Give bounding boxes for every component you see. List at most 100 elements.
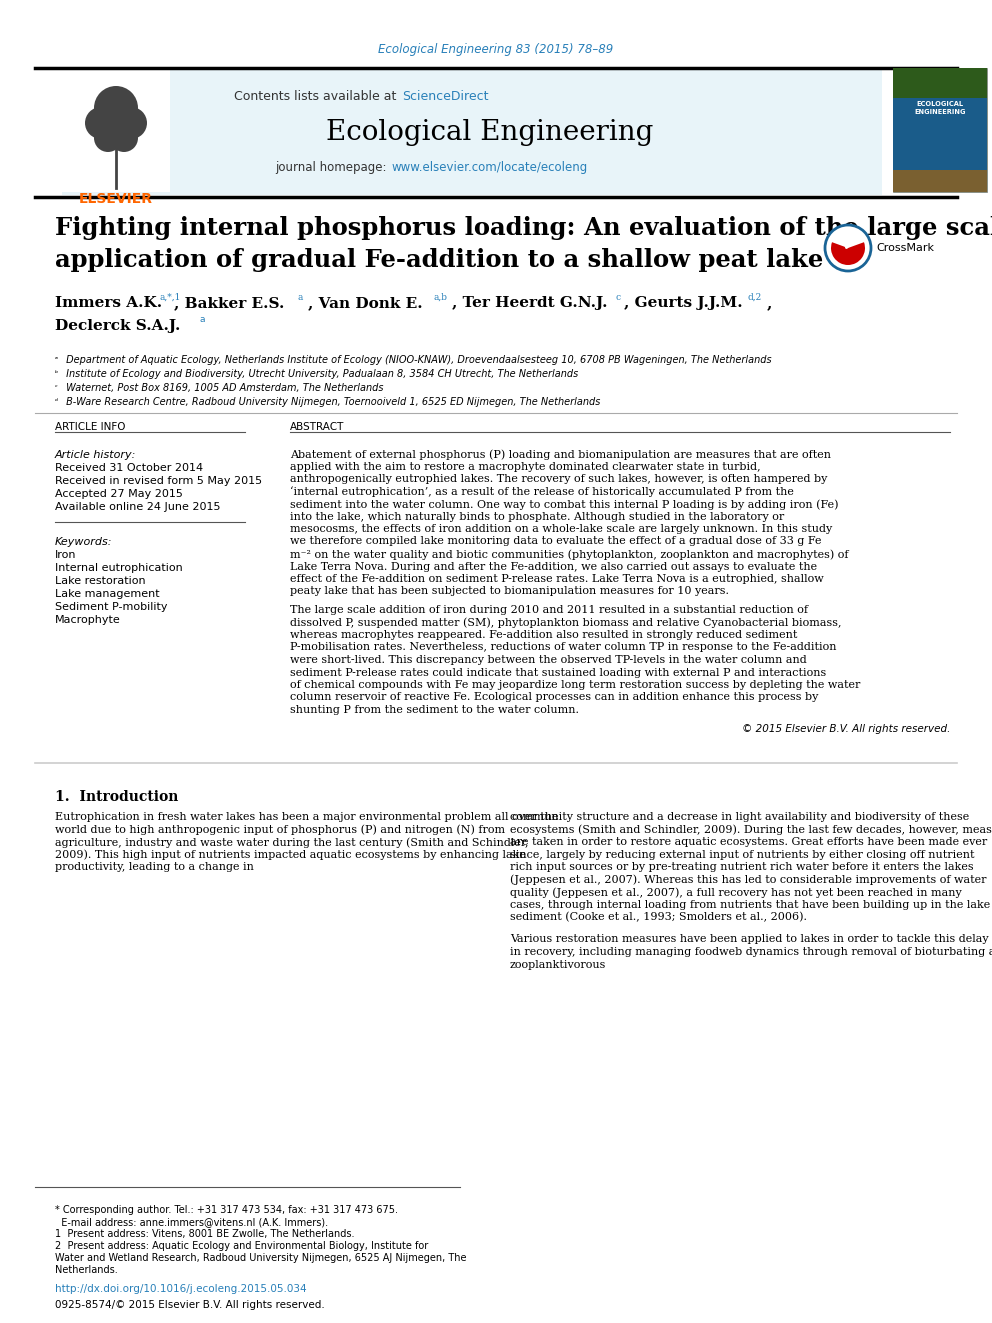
Text: , Geurts J.J.M.: , Geurts J.J.M. (624, 296, 743, 310)
Text: journal homepage:: journal homepage: (275, 161, 390, 175)
Text: are taken in order to restore aquatic ecosystems. Great efforts have been made e: are taken in order to restore aquatic ec… (510, 837, 987, 847)
Text: m⁻² on the water quality and biotic communities (phytoplankton, zooplankton and : m⁻² on the water quality and biotic comm… (290, 549, 848, 560)
Text: Lake management: Lake management (55, 589, 160, 599)
Text: 2009). This high input of nutrients impacted aquatic ecosystems by enhancing lak: 2009). This high input of nutrients impa… (55, 849, 526, 860)
Text: ᵃ: ᵃ (55, 355, 58, 364)
Text: c: c (615, 292, 620, 302)
Text: sediment into the water column. One way to combat this internal P loading is by : sediment into the water column. One way … (290, 499, 838, 509)
Text: Lake restoration: Lake restoration (55, 576, 146, 586)
Text: 2  Present address: Aquatic Ecology and Environmental Biology, Institute for: 2 Present address: Aquatic Ecology and E… (55, 1241, 429, 1252)
Text: Keywords:: Keywords: (55, 537, 112, 546)
FancyBboxPatch shape (893, 98, 987, 169)
Text: world due to high anthropogenic input of phosphorus (P) and nitrogen (N) from: world due to high anthropogenic input of… (55, 824, 505, 835)
Text: Lake Terra Nova. During and after the Fe-addition, we also carried out assays to: Lake Terra Nova. During and after the Fe… (290, 561, 817, 572)
Text: , Ter Heerdt G.N.J.: , Ter Heerdt G.N.J. (452, 296, 607, 310)
Text: Eutrophication in fresh water lakes has been a major environmental problem all o: Eutrophication in fresh water lakes has … (55, 812, 558, 822)
Text: a,b: a,b (433, 292, 447, 302)
FancyBboxPatch shape (62, 67, 882, 194)
Text: 1.  Introduction: 1. Introduction (55, 790, 179, 804)
Text: Article history:: Article history: (55, 450, 136, 460)
Text: ᵈ: ᵈ (55, 397, 59, 406)
Text: cases, through internal loading from nutrients that have been building up in the: cases, through internal loading from nut… (510, 900, 990, 909)
Text: Institute of Ecology and Biodiversity, Utrecht University, Padualaan 8, 3584 CH : Institute of Ecology and Biodiversity, U… (63, 369, 578, 378)
Text: dissolved P, suspended matter (SM), phytoplankton biomass and relative Cyanobact: dissolved P, suspended matter (SM), phyt… (290, 618, 841, 628)
Text: were short-lived. This discrepancy between the observed TP-levels in the water c: were short-lived. This discrepancy betwe… (290, 655, 806, 665)
Text: a: a (298, 292, 304, 302)
FancyBboxPatch shape (893, 67, 987, 192)
FancyBboxPatch shape (893, 67, 987, 98)
Text: CrossMark: CrossMark (876, 243, 934, 253)
Text: Received in revised form 5 May 2015: Received in revised form 5 May 2015 (55, 476, 262, 486)
Text: Ecological Engineering: Ecological Engineering (326, 119, 654, 146)
Text: anthropogenically eutrophied lakes. The recovery of such lakes, however, is ofte: anthropogenically eutrophied lakes. The … (290, 474, 827, 484)
Text: Accepted 27 May 2015: Accepted 27 May 2015 (55, 490, 183, 499)
Text: Immers A.K.: Immers A.K. (55, 296, 162, 310)
Text: Ecological Engineering 83 (2015) 78–89: Ecological Engineering 83 (2015) 78–89 (378, 44, 614, 57)
Text: column reservoir of reactive Fe. Ecological processes can in addition enhance th: column reservoir of reactive Fe. Ecologi… (290, 692, 818, 703)
Text: ABSTRACT: ABSTRACT (290, 422, 344, 433)
Text: shunting P from the sediment to the water column.: shunting P from the sediment to the wate… (290, 705, 579, 714)
Text: (Jeppesen et al., 2007). Whereas this has led to considerable improvements of wa: (Jeppesen et al., 2007). Whereas this ha… (510, 875, 986, 885)
FancyBboxPatch shape (893, 169, 987, 192)
Text: rich input sources or by pre-treating nutrient rich water before it enters the l: rich input sources or by pre-treating nu… (510, 863, 973, 872)
Text: 0925-8574/© 2015 Elsevier B.V. All rights reserved.: 0925-8574/© 2015 Elsevier B.V. All right… (55, 1301, 324, 1310)
Text: whereas macrophytes reappeared. Fe-addition also resulted in strongly reduced se: whereas macrophytes reappeared. Fe-addit… (290, 630, 798, 640)
Text: peaty lake that has been subjected to biomanipulation measures for 10 years.: peaty lake that has been subjected to bi… (290, 586, 729, 597)
Circle shape (85, 107, 117, 139)
Text: ARTICLE INFO: ARTICLE INFO (55, 422, 126, 433)
Text: productivity, leading to a change in: productivity, leading to a change in (55, 863, 254, 872)
Text: ✔: ✔ (842, 239, 854, 253)
Text: a,*,1: a,*,1 (160, 292, 182, 302)
Text: Available online 24 June 2015: Available online 24 June 2015 (55, 501, 220, 512)
Circle shape (115, 107, 147, 139)
Text: zooplanktivorous: zooplanktivorous (510, 959, 606, 970)
Text: ᶜ: ᶜ (55, 382, 58, 392)
Text: sediment P-release rates could indicate that sustained loading with external P a: sediment P-release rates could indicate … (290, 668, 826, 677)
Text: a: a (200, 315, 205, 324)
Text: community structure and a decrease in light availability and biodiversity of the: community structure and a decrease in li… (510, 812, 969, 822)
Text: Netherlands.: Netherlands. (55, 1265, 118, 1275)
Text: in recovery, including managing foodweb dynamics through removal of bioturbating: in recovery, including managing foodweb … (510, 947, 992, 957)
Circle shape (94, 124, 122, 152)
Text: effect of the Fe-addition on sediment P-release rates. Lake Terra Nova is a eutr: effect of the Fe-addition on sediment P-… (290, 574, 823, 583)
Text: www.elsevier.com/locate/ecoleng: www.elsevier.com/locate/ecoleng (392, 161, 588, 175)
Circle shape (825, 225, 871, 271)
Wedge shape (831, 242, 865, 265)
Text: sediment (Cooke et al., 1993; Smolders et al., 2006).: sediment (Cooke et al., 1993; Smolders e… (510, 912, 807, 922)
Text: B-Ware Research Centre, Radboud University Nijmegen, Toernooiveld 1, 6525 ED Nij: B-Ware Research Centre, Radboud Universi… (63, 397, 600, 407)
Text: E-mail address: anne.immers@vitens.nl (A.K. Immers).: E-mail address: anne.immers@vitens.nl (A… (55, 1217, 328, 1226)
Text: of chemical compounds with Fe may jeopardize long term restoration success by de: of chemical compounds with Fe may jeopar… (290, 680, 860, 691)
Circle shape (110, 124, 138, 152)
Text: into the lake, which naturally binds to phosphate. Although studied in the labor: into the lake, which naturally binds to … (290, 512, 785, 521)
Text: P-mobilisation rates. Nevertheless, reductions of water column TP in response to: P-mobilisation rates. Nevertheless, redu… (290, 643, 836, 652)
Text: ScienceDirect: ScienceDirect (402, 90, 488, 102)
Text: * Corresponding author. Tel.: +31 317 473 534, fax: +31 317 473 675.: * Corresponding author. Tel.: +31 317 47… (55, 1205, 398, 1215)
Text: Waternet, Post Box 8169, 1005 AD Amsterdam, The Netherlands: Waternet, Post Box 8169, 1005 AD Amsterd… (63, 382, 384, 393)
Text: Received 31 October 2014: Received 31 October 2014 (55, 463, 203, 474)
Text: since, largely by reducing external input of nutrients by either closing off nut: since, largely by reducing external inpu… (510, 849, 974, 860)
Text: ᵇ: ᵇ (55, 369, 59, 378)
Text: ELSEVIER: ELSEVIER (79, 192, 153, 206)
Text: , Van Donk E.: , Van Donk E. (308, 296, 423, 310)
Text: Various restoration measures have been applied to lakes in order to tackle this : Various restoration measures have been a… (510, 934, 989, 945)
Text: ,: , (767, 296, 773, 310)
Text: ECOLOGICAL
ENGINEERING: ECOLOGICAL ENGINEERING (915, 102, 966, 115)
Text: ‘internal eutrophication’, as a result of the release of historically accumulate: ‘internal eutrophication’, as a result o… (290, 487, 794, 497)
Text: Macrophyte: Macrophyte (55, 615, 121, 624)
Text: Abatement of external phosphorus (P) loading and biomanipulation are measures th: Abatement of external phosphorus (P) loa… (290, 448, 831, 459)
Text: d,2: d,2 (748, 292, 762, 302)
Text: Fighting internal phosphorus loading: An evaluation of the large scale: Fighting internal phosphorus loading: An… (55, 216, 992, 239)
Text: © 2015 Elsevier B.V. All rights reserved.: © 2015 Elsevier B.V. All rights reserved… (742, 724, 950, 734)
FancyBboxPatch shape (62, 70, 170, 192)
Text: agriculture, industry and waste water during the last century (Smith and Schindl: agriculture, industry and waste water du… (55, 837, 529, 848)
Text: application of gradual Fe-addition to a shallow peat lake: application of gradual Fe-addition to a … (55, 247, 823, 273)
Text: ecosystems (Smith and Schindler, 2009). During the last few decades, however, me: ecosystems (Smith and Schindler, 2009). … (510, 824, 992, 835)
Text: we therefore compiled lake monitoring data to evaluate the effect of a gradual d: we therefore compiled lake monitoring da… (290, 537, 821, 546)
Circle shape (94, 86, 138, 130)
Text: quality (Jeppesen et al., 2007), a full recovery has not yet been reached in man: quality (Jeppesen et al., 2007), a full … (510, 886, 962, 897)
Text: Contents lists available at: Contents lists available at (234, 90, 400, 102)
Text: Water and Wetland Research, Radboud University Nijmegen, 6525 AJ Nijmegen, The: Water and Wetland Research, Radboud Univ… (55, 1253, 466, 1263)
Text: Department of Aquatic Ecology, Netherlands Institute of Ecology (NIOO-KNAW), Dro: Department of Aquatic Ecology, Netherlan… (63, 355, 772, 365)
Text: Internal eutrophication: Internal eutrophication (55, 564, 183, 573)
Text: , Bakker E.S.: , Bakker E.S. (174, 296, 285, 310)
